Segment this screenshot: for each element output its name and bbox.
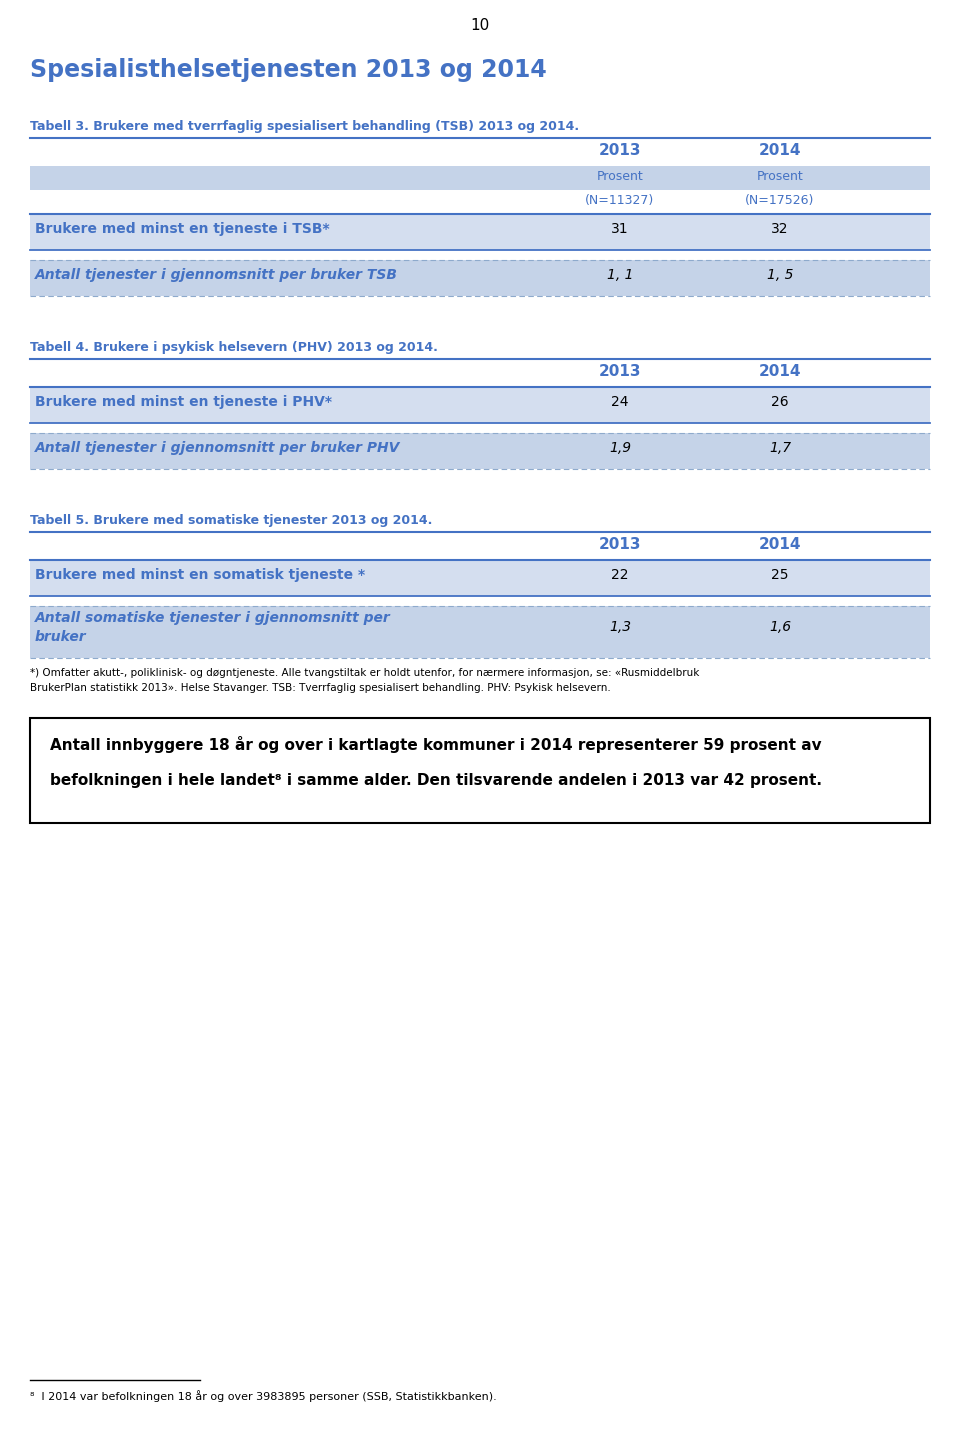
Text: Tabell 5. Brukere med somatiske tjenester 2013 og 2014.: Tabell 5. Brukere med somatiske tjeneste… [30, 514, 432, 527]
Text: 1,7: 1,7 [769, 441, 791, 454]
Text: 2014: 2014 [758, 142, 802, 158]
Text: (N=11327): (N=11327) [586, 195, 655, 208]
Text: 1,3: 1,3 [609, 620, 631, 635]
Text: 31: 31 [612, 222, 629, 237]
Text: 1, 1: 1, 1 [607, 269, 634, 282]
Bar [30, 213, 930, 250]
Bar [30, 166, 930, 190]
Text: Prosent: Prosent [596, 170, 643, 183]
Text: 22: 22 [612, 568, 629, 582]
Text: 2013: 2013 [599, 364, 641, 379]
Text: Brukere med minst en somatisk tjeneste *: Brukere med minst en somatisk tjeneste * [35, 568, 365, 582]
Text: 2014: 2014 [758, 364, 802, 379]
Text: 24: 24 [612, 395, 629, 409]
Text: Antall innbyggere 18 år og over i kartlagte kommuner i 2014 representerer 59 pro: Antall innbyggere 18 år og over i kartla… [50, 736, 822, 754]
Text: (N=17526): (N=17526) [745, 195, 815, 208]
Bar [30, 433, 930, 469]
Text: bruker: bruker [35, 630, 86, 645]
Text: Antall somatiske tjenester i gjennomsnitt per: Antall somatiske tjenester i gjennomsnit… [35, 611, 391, 624]
Text: Prosent: Prosent [756, 170, 804, 183]
Text: Brukere med minst en tjeneste i TSB*: Brukere med minst en tjeneste i TSB* [35, 222, 329, 237]
Text: 25: 25 [771, 568, 789, 582]
Text: 26: 26 [771, 395, 789, 409]
Text: *) Omfatter akutt-, poliklinisk- og døgntjeneste. Alle tvangstiltak er holdt ute: *) Omfatter akutt-, poliklinisk- og døgn… [30, 668, 700, 678]
Text: Spesialisthelsetjenesten 2013 og 2014: Spesialisthelsetjenesten 2013 og 2014 [30, 58, 547, 81]
Bar [30, 560, 930, 595]
Text: befolkningen i hele landet⁸ i samme alder. Den tilsvarende andelen i 2013 var 42: befolkningen i hele landet⁸ i samme alde… [50, 772, 822, 788]
Text: Antall tjenester i gjennomsnitt per bruker PHV: Antall tjenester i gjennomsnitt per bruk… [35, 441, 400, 454]
Bar [30, 717, 930, 823]
Text: Brukere med minst en tjeneste i PHV*: Brukere med minst en tjeneste i PHV* [35, 395, 332, 409]
Text: 2014: 2014 [758, 537, 802, 552]
Bar [30, 605, 930, 658]
Text: Tabell 4. Brukere i psykisk helsevern (PHV) 2013 og 2014.: Tabell 4. Brukere i psykisk helsevern (P… [30, 341, 438, 354]
Bar [30, 260, 930, 296]
Text: 10: 10 [470, 17, 490, 33]
Text: 1,9: 1,9 [609, 441, 631, 454]
Text: 32: 32 [771, 222, 789, 237]
Text: BrukerPlan statistikk 2013». Helse Stavanger. TSB: Tverrfaglig spesialisert beha: BrukerPlan statistikk 2013». Helse Stava… [30, 682, 611, 693]
Text: ⁸  I 2014 var befolkningen 18 år og over 3983895 personer (SSB, Statistikkbanken: ⁸ I 2014 var befolkningen 18 år og over … [30, 1390, 496, 1403]
Text: 2013: 2013 [599, 537, 641, 552]
Text: 1,6: 1,6 [769, 620, 791, 635]
Text: 2013: 2013 [599, 142, 641, 158]
Text: 1, 5: 1, 5 [767, 269, 793, 282]
Bar [30, 388, 930, 423]
Text: Antall tjenester i gjennomsnitt per bruker TSB: Antall tjenester i gjennomsnitt per bruk… [35, 269, 398, 282]
Text: Tabell 3. Brukere med tverrfaglig spesialisert behandling (TSB) 2013 og 2014.: Tabell 3. Brukere med tverrfaglig spesia… [30, 121, 579, 134]
